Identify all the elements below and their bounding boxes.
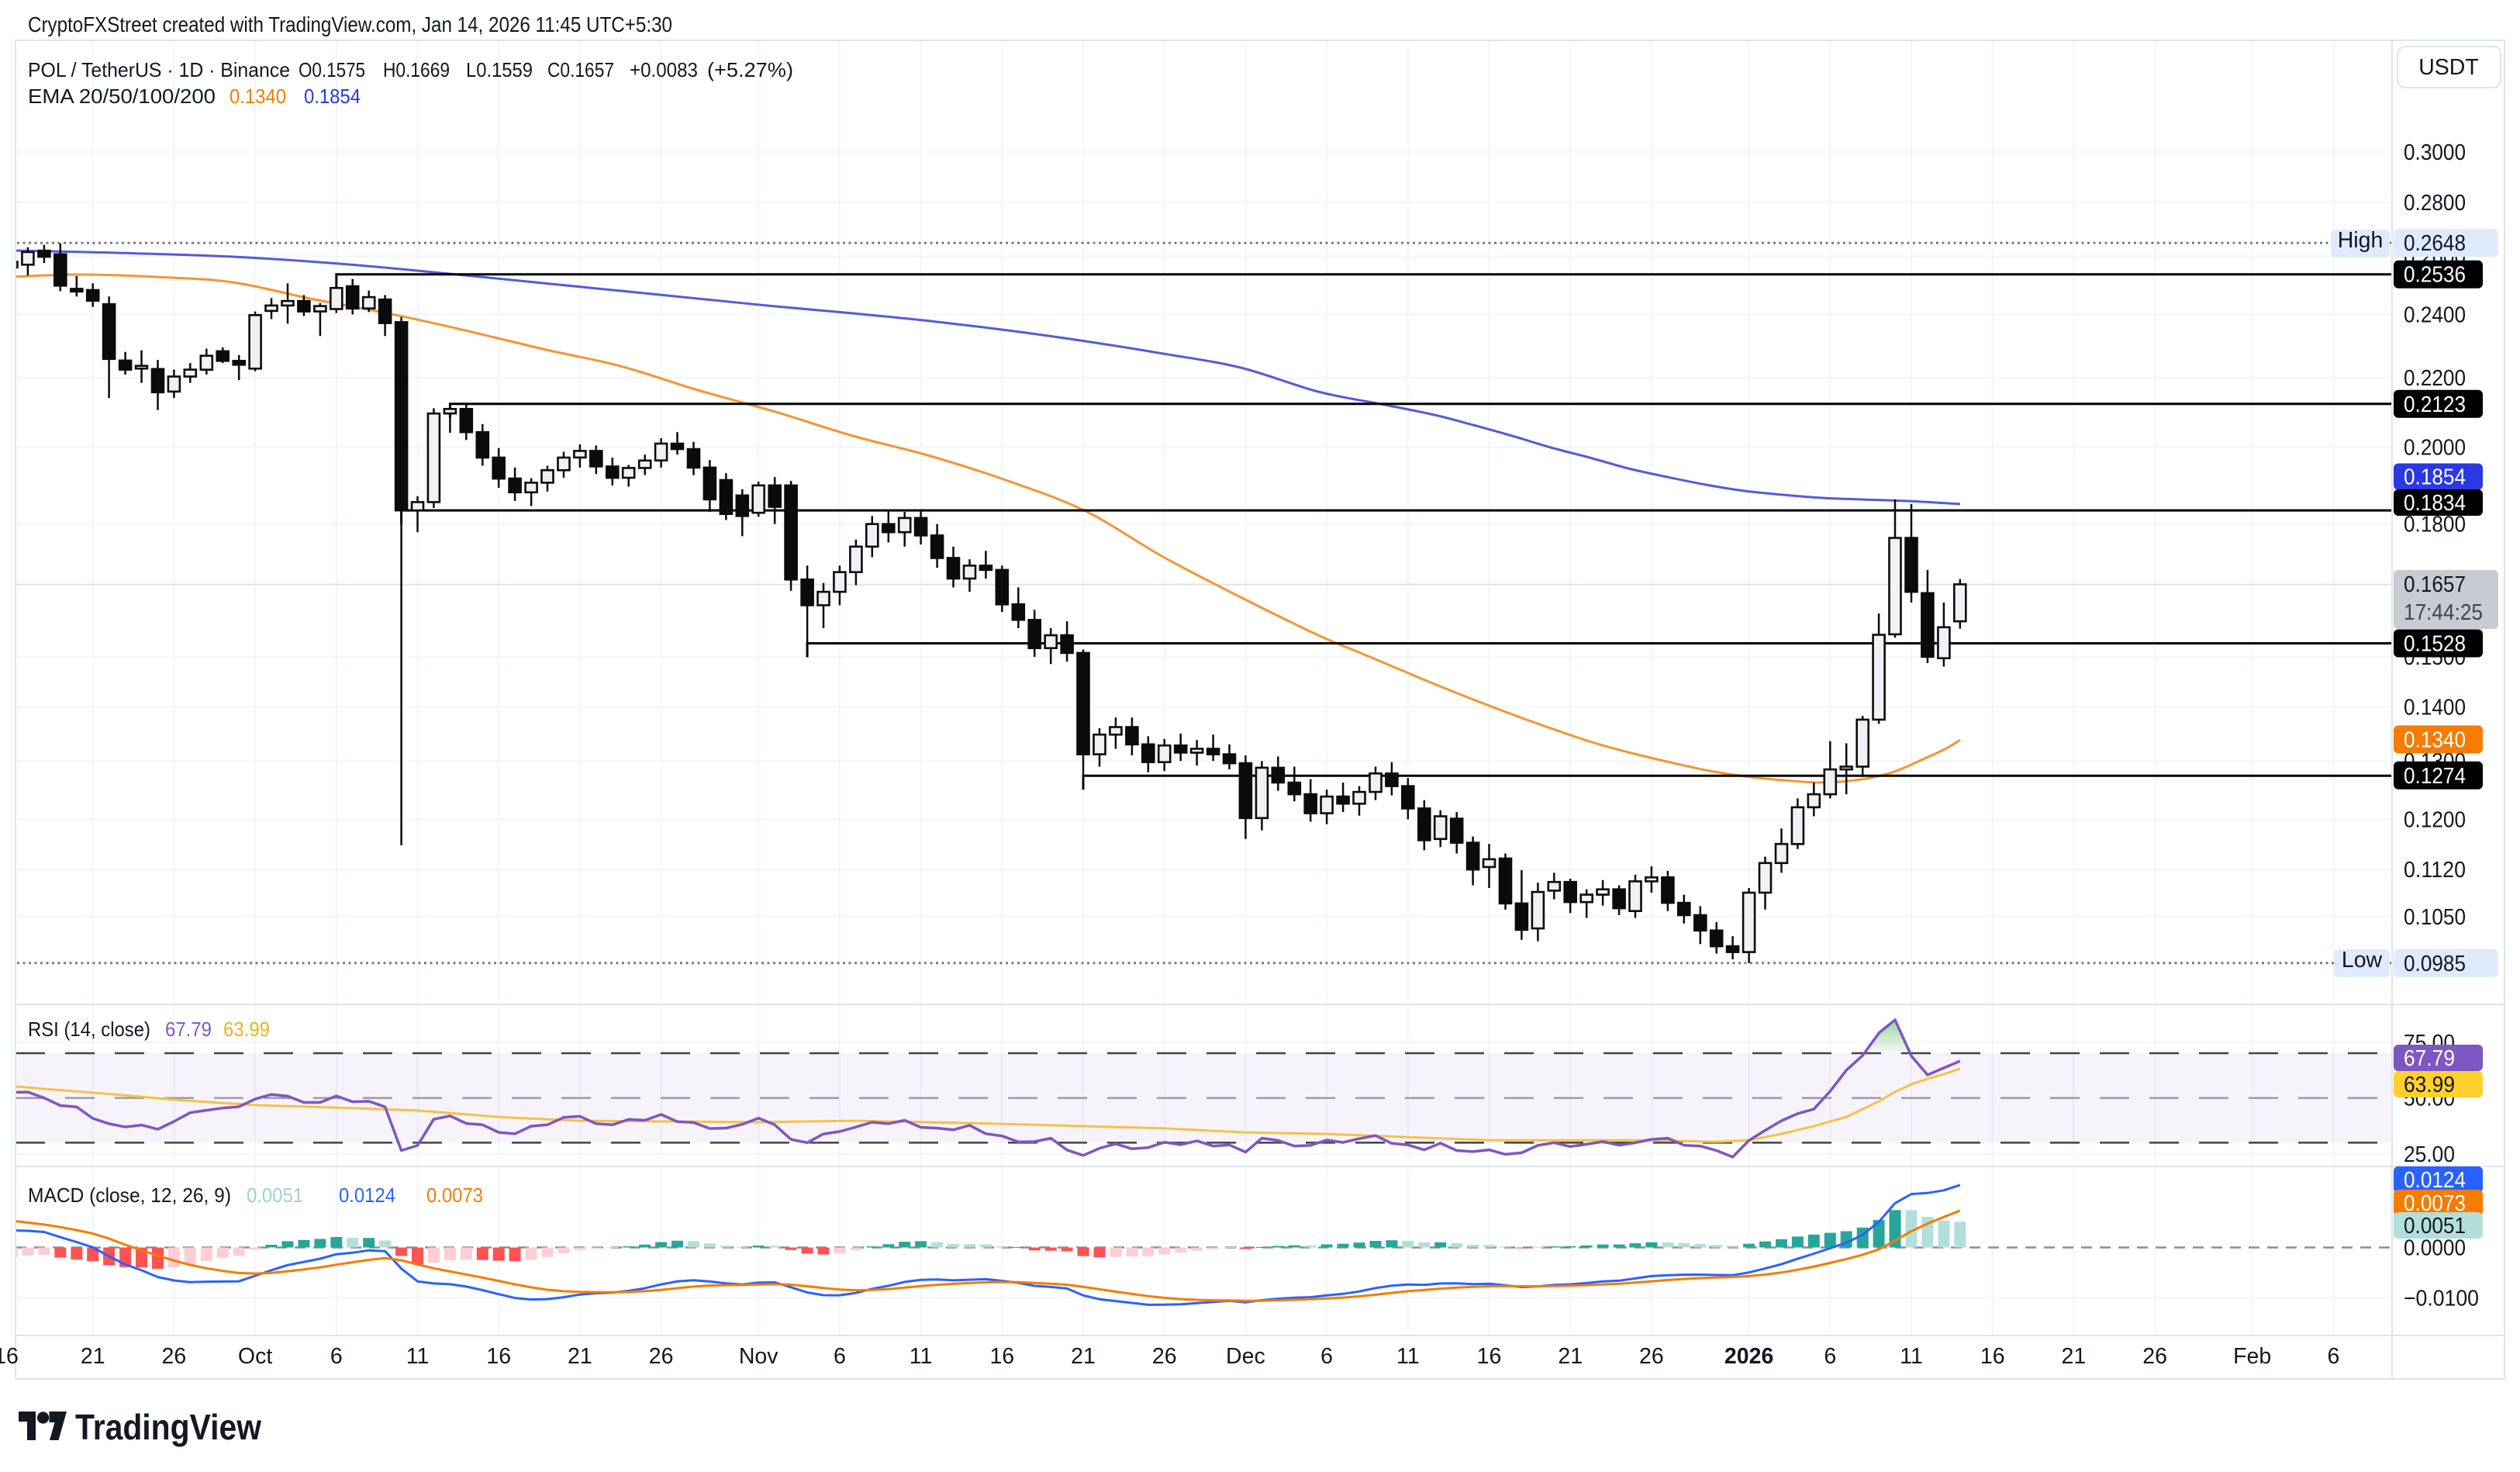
svg-text:0.0124: 0.0124 — [2404, 1168, 2466, 1193]
svg-text:0.1340: 0.1340 — [230, 85, 286, 108]
svg-text:0.0073: 0.0073 — [2404, 1191, 2466, 1216]
svg-text:(+5.27%): (+5.27%) — [707, 58, 793, 81]
svg-text:0.1657: 0.1657 — [2404, 572, 2466, 597]
svg-text:0.2000: 0.2000 — [2404, 436, 2466, 461]
svg-text:16: 16 — [1477, 1344, 1502, 1369]
svg-text:6: 6 — [1824, 1344, 1836, 1369]
svg-text:0.1528: 0.1528 — [2404, 632, 2466, 657]
svg-text:21: 21 — [568, 1344, 592, 1369]
svg-text:+0.0083: +0.0083 — [630, 58, 698, 81]
svg-text:0.2200: 0.2200 — [2404, 366, 2466, 391]
svg-text:0.0051: 0.0051 — [247, 1183, 303, 1207]
svg-text:0.0985: 0.0985 — [2404, 952, 2466, 976]
svg-text:67.79: 67.79 — [165, 1018, 212, 1041]
svg-text:21: 21 — [1071, 1344, 1096, 1369]
svg-text:Dec: Dec — [1226, 1344, 1265, 1369]
svg-text:25.00: 25.00 — [2404, 1142, 2455, 1167]
svg-text:17:44:25: 17:44:25 — [2404, 600, 2483, 625]
svg-text:0.0124: 0.0124 — [339, 1183, 395, 1207]
svg-text:TradingView: TradingView — [75, 1407, 261, 1447]
svg-text:26: 26 — [1639, 1344, 1664, 1369]
svg-text:6: 6 — [1320, 1344, 1333, 1369]
svg-text:21: 21 — [1558, 1344, 1583, 1369]
svg-text:26: 26 — [2142, 1344, 2167, 1369]
svg-text:0.1274: 0.1274 — [2404, 764, 2466, 789]
svg-text:L0.1559: L0.1559 — [466, 58, 533, 81]
svg-text:2026: 2026 — [1724, 1344, 1773, 1369]
svg-text:67.79: 67.79 — [2404, 1046, 2455, 1071]
svg-text:0.1854: 0.1854 — [304, 85, 361, 108]
svg-text:O0.1575: O0.1575 — [299, 58, 365, 81]
svg-text:0.2536: 0.2536 — [2404, 263, 2466, 288]
svg-text:POL / TetherUS · 1D · Binance: POL / TetherUS · 1D · Binance — [28, 58, 290, 81]
svg-text:RSI (14, close): RSI (14, close) — [28, 1018, 150, 1041]
svg-text:MACD (close, 12, 26, 9): MACD (close, 12, 26, 9) — [28, 1183, 231, 1207]
svg-text:0.2800: 0.2800 — [2404, 191, 2466, 216]
svg-text:CryptoFXStreet created with Tr: CryptoFXStreet created with TradingView.… — [28, 12, 672, 36]
svg-text:Oct: Oct — [238, 1344, 272, 1369]
svg-text:6: 6 — [834, 1344, 846, 1369]
svg-text:0.1800: 0.1800 — [2404, 513, 2466, 537]
svg-text:11: 11 — [910, 1344, 933, 1369]
svg-text:16: 16 — [1980, 1344, 2005, 1369]
svg-text:0.1340: 0.1340 — [2404, 727, 2466, 752]
svg-text:High: High — [2338, 228, 2384, 253]
svg-text:0.2123: 0.2123 — [2404, 392, 2466, 417]
svg-text:16: 16 — [0, 1344, 19, 1369]
svg-text:0.0073: 0.0073 — [426, 1183, 483, 1207]
svg-text:0.1400: 0.1400 — [2404, 696, 2466, 720]
svg-text:26: 26 — [162, 1344, 187, 1369]
svg-text:11: 11 — [406, 1344, 430, 1369]
svg-text:0.2400: 0.2400 — [2404, 303, 2466, 328]
svg-text:63.99: 63.99 — [2404, 1073, 2455, 1097]
svg-text:0.1834: 0.1834 — [2404, 491, 2466, 516]
svg-text:0.1200: 0.1200 — [2404, 807, 2466, 832]
svg-text:21: 21 — [81, 1344, 105, 1369]
svg-text:0.2648: 0.2648 — [2404, 231, 2466, 256]
svg-text:0.0051: 0.0051 — [2404, 1214, 2466, 1239]
svg-text:H0.1669: H0.1669 — [383, 58, 450, 81]
svg-text:26: 26 — [649, 1344, 674, 1369]
svg-text:0.3000: 0.3000 — [2404, 140, 2466, 165]
svg-text:0.0000: 0.0000 — [2404, 1236, 2466, 1261]
svg-text:−0.0100: −0.0100 — [2404, 1287, 2479, 1311]
svg-text:11: 11 — [1396, 1344, 1420, 1369]
svg-text:0.1050: 0.1050 — [2404, 905, 2466, 930]
svg-text:0.1854: 0.1854 — [2404, 465, 2466, 490]
svg-text:C0.1657: C0.1657 — [547, 58, 614, 81]
svg-text:EMA 20/50/100/200: EMA 20/50/100/200 — [28, 85, 216, 108]
svg-text:Feb: Feb — [2233, 1344, 2271, 1369]
svg-text:63.99: 63.99 — [223, 1018, 270, 1041]
svg-text:26: 26 — [1152, 1344, 1177, 1369]
svg-text:Nov: Nov — [739, 1344, 778, 1369]
svg-text:21: 21 — [2062, 1344, 2087, 1369]
svg-text:6: 6 — [330, 1344, 343, 1369]
svg-text:USDT: USDT — [2418, 55, 2479, 80]
svg-text:Low: Low — [2342, 948, 2383, 973]
svg-text:11: 11 — [1900, 1344, 1923, 1369]
svg-text:16: 16 — [486, 1344, 511, 1369]
svg-text:0.1120: 0.1120 — [2404, 858, 2466, 883]
svg-text:16: 16 — [989, 1344, 1014, 1369]
svg-text:6: 6 — [2327, 1344, 2339, 1369]
